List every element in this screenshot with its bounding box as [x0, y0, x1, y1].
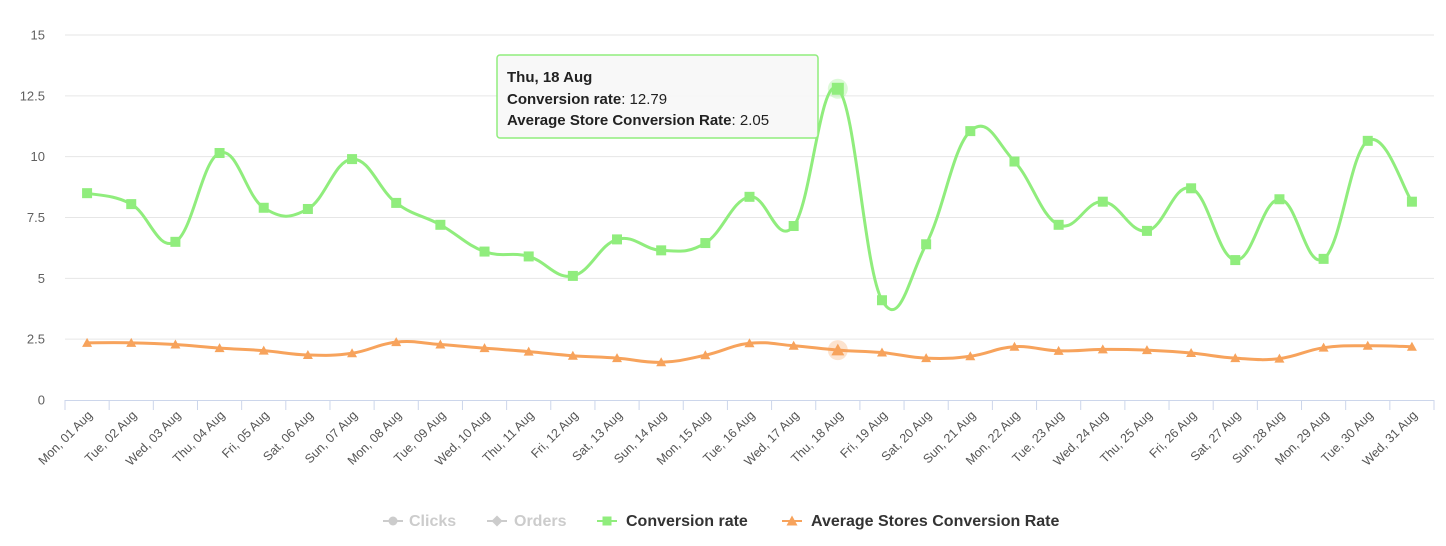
data-point[interactable]: [126, 199, 137, 210]
data-point[interactable]: [258, 345, 269, 355]
y-tick-label: 12.5: [20, 88, 45, 103]
data-point[interactable]: [1230, 255, 1241, 266]
data-point[interactable]: [788, 221, 799, 232]
data-point[interactable]: [567, 350, 578, 360]
data-point[interactable]: [479, 343, 490, 353]
tooltip-conversion-label: Conversion rate: [507, 91, 621, 108]
data-point[interactable]: [567, 270, 578, 281]
data-point[interactable]: [1097, 344, 1108, 354]
data-point[interactable]: [1097, 196, 1108, 207]
series-average-stores-conversion-rate: [82, 337, 1417, 367]
series-line: [85, 86, 1414, 311]
data-point[interactable]: [612, 234, 623, 245]
data-point[interactable]: [1186, 348, 1197, 358]
data-point[interactable]: [1318, 253, 1329, 264]
data-point[interactable]: [831, 343, 845, 356]
tooltip-conversion-value: : 12.79: [621, 91, 667, 108]
data-point[interactable]: [965, 126, 976, 137]
data-point[interactable]: [1009, 341, 1020, 351]
data-point[interactable]: [523, 251, 534, 262]
data-point[interactable]: [1009, 156, 1020, 167]
data-point[interactable]: [612, 353, 623, 363]
tooltip-line-average: Average Store Conversion Rate: 2.05: [507, 112, 769, 129]
data-point[interactable]: [170, 339, 181, 349]
data-point[interactable]: [214, 148, 225, 159]
legend-clicks-label: Clicks: [409, 513, 456, 530]
diamond-icon: [491, 515, 503, 527]
data-point[interactable]: [1274, 194, 1285, 205]
y-tick-label: 2.5: [27, 332, 45, 347]
legend-item-clicks[interactable]: Clicks: [383, 513, 456, 530]
data-point[interactable]: [1141, 345, 1152, 355]
data-point[interactable]: [1406, 196, 1417, 207]
tooltip-box: [496, 54, 819, 139]
tooltip: Thu, 18 Aug Conversion rate: 12.79 Avera…: [496, 54, 819, 139]
data-point[interactable]: [1230, 353, 1241, 363]
data-point[interactable]: [347, 154, 358, 165]
data-point[interactable]: [1362, 340, 1373, 350]
legend-orders-label: Orders: [514, 513, 567, 530]
data-point[interactable]: [1053, 345, 1064, 355]
data-point[interactable]: [1362, 135, 1373, 146]
data-point[interactable]: [479, 246, 490, 257]
data-point[interactable]: [126, 337, 137, 347]
data-point[interactable]: [258, 202, 269, 213]
series-conversion-rate: [82, 78, 1417, 311]
data-point[interactable]: [1318, 342, 1329, 352]
data-point[interactable]: [1053, 219, 1064, 230]
y-tick-label: 15: [31, 28, 45, 43]
data-point[interactable]: [347, 348, 358, 358]
triangle-icon: [786, 515, 798, 526]
data-point[interactable]: [214, 343, 225, 353]
data-point[interactable]: [921, 353, 932, 363]
tooltip-line-conversion: Conversion rate: 12.79: [507, 91, 667, 108]
legend-item-orders[interactable]: Orders: [487, 513, 567, 530]
data-point[interactable]: [965, 351, 976, 361]
y-tick-label: 10: [31, 149, 45, 164]
data-point[interactable]: [788, 340, 799, 350]
data-point[interactable]: [435, 339, 446, 349]
series-lines: [82, 78, 1417, 367]
legend-item-average-stores[interactable]: Average Stores Conversion Rate: [782, 513, 1059, 530]
data-point[interactable]: [744, 338, 755, 348]
data-point[interactable]: [700, 350, 711, 360]
data-point[interactable]: [700, 238, 711, 249]
data-point[interactable]: [170, 236, 181, 247]
data-point[interactable]: [1406, 341, 1417, 351]
data-point[interactable]: [82, 188, 93, 199]
data-point[interactable]: [391, 337, 402, 347]
y-tick-label: 5: [38, 271, 45, 286]
legend-average-label: Average Stores Conversion Rate: [811, 513, 1059, 530]
legend-conversion-label: Conversion rate: [626, 513, 748, 530]
data-point[interactable]: [876, 295, 887, 306]
data-point[interactable]: [831, 82, 844, 95]
data-point[interactable]: [1141, 225, 1152, 236]
circle-icon: [388, 516, 398, 526]
data-point[interactable]: [876, 347, 887, 357]
legend-item-conversion-rate[interactable]: Conversion rate: [597, 513, 748, 530]
y-tick-label: 0: [38, 393, 45, 408]
data-point[interactable]: [1186, 183, 1197, 194]
data-point[interactable]: [744, 191, 755, 202]
data-point[interactable]: [82, 337, 93, 347]
data-point[interactable]: [1274, 353, 1285, 363]
data-point[interactable]: [921, 239, 932, 250]
data-point[interactable]: [656, 245, 667, 256]
tooltip-average-value: : 2.05: [732, 112, 770, 129]
data-point[interactable]: [656, 357, 667, 367]
tooltip-date: Thu, 18 Aug: [507, 69, 592, 86]
data-point[interactable]: [435, 219, 446, 230]
y-axis-labels: 15 12.5 10 7.5 5 2.5 0: [20, 28, 45, 408]
data-point[interactable]: [302, 349, 313, 359]
data-point[interactable]: [391, 197, 402, 208]
square-icon: [602, 516, 612, 526]
data-point[interactable]: [523, 346, 534, 356]
y-tick-label: 7.5: [27, 210, 45, 225]
data-point[interactable]: [302, 203, 313, 214]
legend: Clicks Orders Conversion rate Average St…: [383, 513, 1059, 530]
tooltip-average-label: Average Store Conversion Rate: [507, 112, 732, 129]
